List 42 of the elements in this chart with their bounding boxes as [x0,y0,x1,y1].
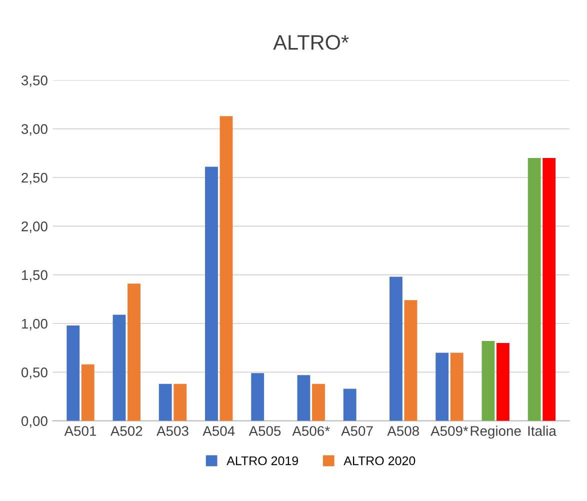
x-tick-label: A503 [156,426,188,436]
legend-label: ALTRO 2019 [226,456,298,466]
x-tick-label: A508 [387,426,419,436]
x-tick-label: A505 [248,426,281,436]
bar [220,116,233,421]
bar [404,300,418,421]
bar [81,364,94,421]
x-tick-label: A509* [430,426,468,436]
bar [112,314,126,421]
legend-label: ALTRO 2020 [344,456,416,466]
bar [205,166,218,421]
bar [450,352,464,421]
x-tick-label: A504 [202,426,235,436]
bar [542,158,556,421]
bar [174,384,187,421]
y-tick-label: 1,00 [22,318,48,330]
bar [482,341,495,421]
y-tick-label: 0,50 [21,368,48,379]
bar [128,284,140,421]
bar [528,158,541,421]
y-tick-label: 0,00 [21,416,48,428]
bar [343,388,356,421]
x-tick-label: A506* [292,426,330,436]
x-tick-label: Italia [528,426,556,436]
bar [297,375,310,421]
bar [158,384,172,421]
y-tick-label: 3,50 [21,75,48,87]
x-tick-label: A507 [341,426,373,436]
y-tick-label: 2,50 [22,172,48,184]
x-tick-label: Regione [470,426,521,439]
bar [312,384,325,421]
x-tick-label: A501 [64,426,96,436]
chart-title: ALTRO* [273,35,349,50]
bar [390,276,402,421]
y-tick-label: 1,50 [22,270,48,282]
y-tick-label: 2,00 [22,222,48,233]
bar [66,325,80,421]
bar [496,342,510,421]
y-tick-label: 3,00 [21,124,48,136]
x-tick-label: A502 [110,426,142,436]
bar [251,373,264,421]
bar [436,352,449,421]
